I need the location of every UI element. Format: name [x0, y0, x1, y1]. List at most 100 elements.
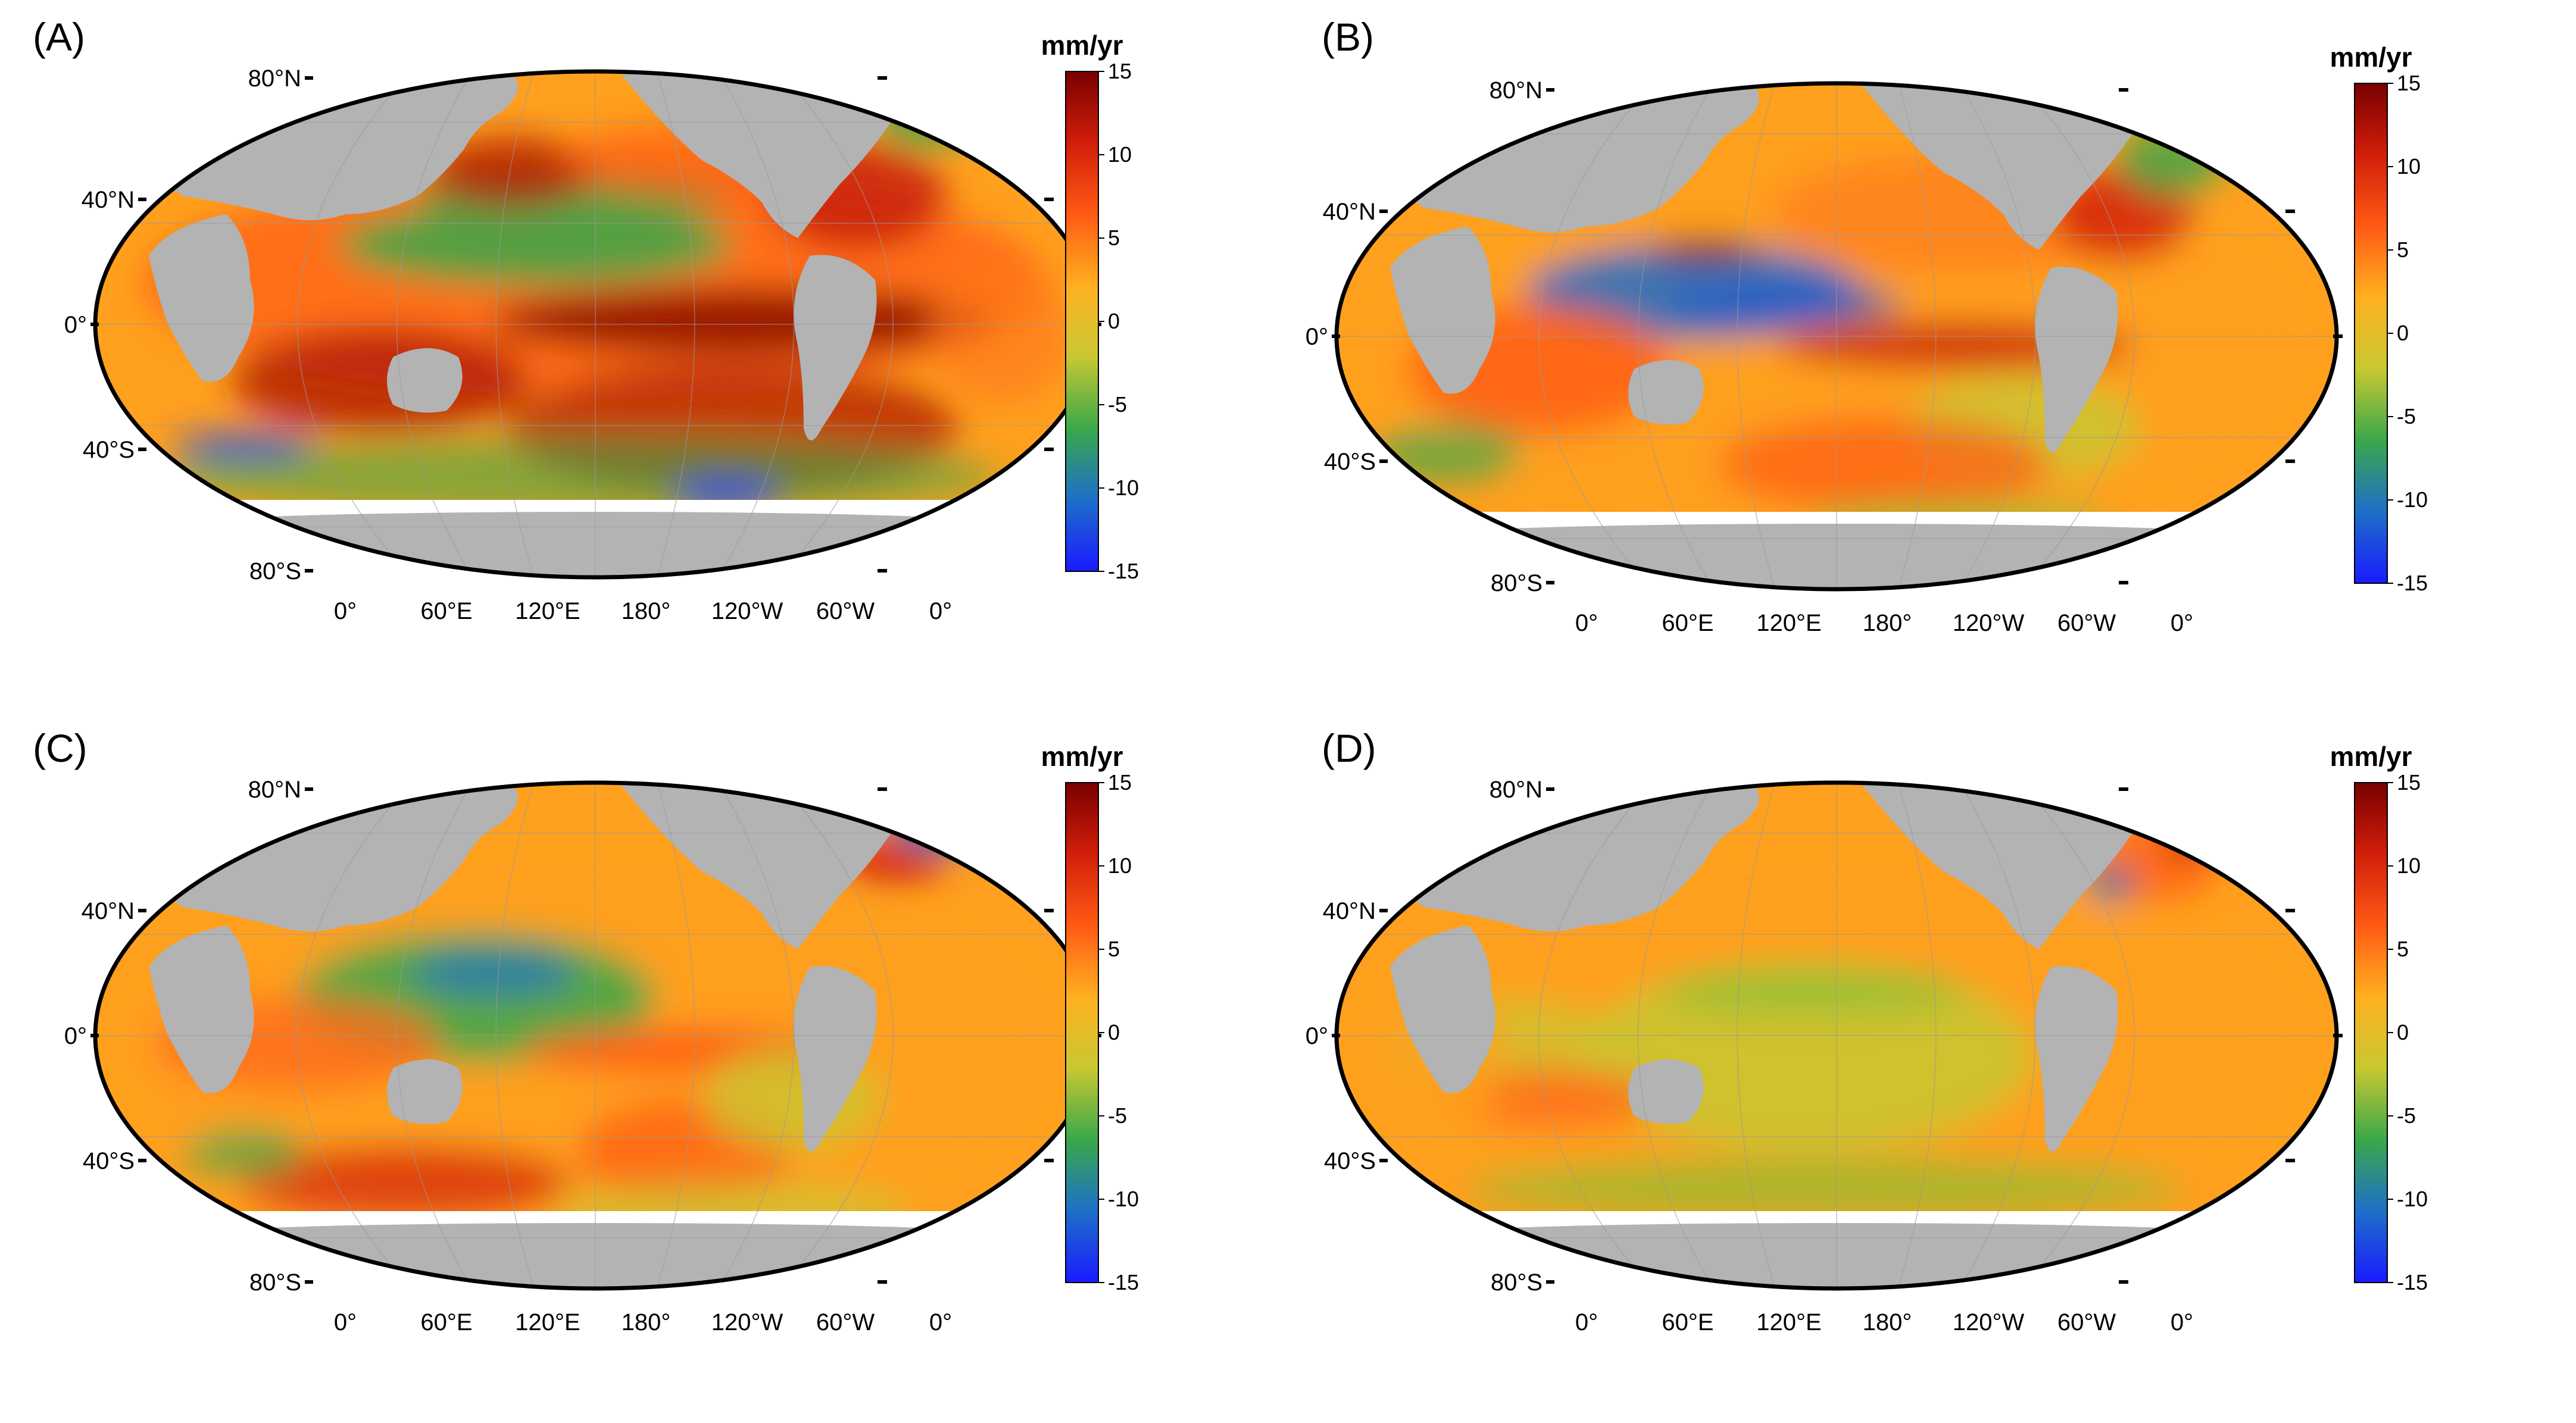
- land-south-america: [794, 255, 877, 440]
- map-figure: (C) 80°N 40°N 0° 40°S 80°S 0° 60°E 120°E 180° 120°…: [33, 726, 1139, 1336]
- colorbar-tick-label: 10: [1108, 142, 1132, 167]
- lon-label: 60°E: [1662, 610, 1713, 636]
- colorbar-tick-label: -5: [2397, 1103, 2416, 1128]
- lon-label: 60°W: [816, 1309, 875, 1336]
- colorbar-tick-label: 0: [1108, 309, 1120, 333]
- colorbar-tick-label: -5: [1108, 1103, 1127, 1128]
- lon-label: 180°: [1863, 1309, 1912, 1336]
- lat-label: 40°S: [83, 437, 135, 463]
- lon-label: 0°: [334, 598, 357, 624]
- colorbar-tick-label: -10: [2397, 1187, 2428, 1211]
- colorbar: [2354, 83, 2388, 584]
- colorbar-tick-label: 10: [1108, 853, 1132, 878]
- colorbar-tick-label: 15: [1108, 770, 1132, 795]
- colorbar-tick-label: 10: [2397, 853, 2421, 878]
- lat-label: 80°N: [1490, 777, 1543, 803]
- lat-label: 80°N: [248, 65, 301, 92]
- lat-label: 80°S: [1491, 570, 1543, 596]
- colorbar-tick-label: -15: [2397, 571, 2428, 595]
- colorbar-tick-label: -5: [1108, 392, 1127, 417]
- land-south-america: [794, 966, 877, 1152]
- colorbar-tick-label: 15: [2397, 770, 2421, 795]
- colorbar: [1065, 782, 1099, 1283]
- lat-label: 40°N: [1323, 898, 1376, 924]
- lon-label: 0°: [2171, 610, 2193, 636]
- lon-label: 0°: [929, 1309, 952, 1336]
- colorbar-unit: mm/yr: [1041, 741, 1123, 772]
- land-south-america: [2035, 267, 2118, 452]
- land-north-america: [1860, 783, 2134, 949]
- land-australia: [387, 1059, 463, 1124]
- lat-label: 0°: [64, 1023, 87, 1049]
- lon-label: 60°E: [1662, 1309, 1713, 1336]
- colorbar-tick-label: 5: [2397, 937, 2409, 961]
- map-figure: (D) 80°N 40°N 0° 40°S 80°S 0° 60°E 120°E 180° 120°…: [1306, 726, 2428, 1336]
- map-panel-c: (C) 80°N 40°N 0° 40°S 80°S 0° 60°E 120°E 180° 120°…: [0, 711, 1286, 1419]
- lon-label: 60°E: [420, 598, 472, 624]
- lon-label: 180°: [622, 1309, 671, 1336]
- lon-label: 60°W: [816, 598, 875, 624]
- lat-label: 40°S: [1324, 449, 1376, 475]
- colorbar-tick-label: -10: [1108, 1187, 1139, 1211]
- panel-label: (B): [1322, 15, 1374, 59]
- lat-label: 80°S: [1491, 1269, 1543, 1296]
- lon-label: 0°: [334, 1309, 357, 1336]
- land-greenland: [904, 783, 964, 830]
- lat-label: 40°N: [82, 187, 135, 213]
- colorbar-tick-label: -5: [2397, 404, 2416, 429]
- lat-label: 0°: [64, 312, 87, 338]
- colorbar-tick-label: -15: [1108, 559, 1139, 583]
- colorbar-unit: mm/yr: [2330, 741, 2412, 772]
- lon-label: 120°E: [1756, 1309, 1821, 1336]
- colorbar-tick-label: 5: [2397, 237, 2409, 262]
- land-africa: [1390, 925, 1495, 1093]
- colorbar-tick-label: 5: [1108, 937, 1120, 961]
- panel-label: (A): [33, 15, 85, 59]
- map-area: [1337, 783, 2337, 1288]
- colorbar-tick-label: 15: [2397, 71, 2421, 95]
- lat-label: 40°S: [1324, 1148, 1376, 1174]
- colorbar-tick-label: 0: [2397, 1020, 2409, 1044]
- lon-label: 60°W: [2057, 1309, 2116, 1336]
- land-australia: [1628, 1059, 1704, 1124]
- colorbar-tick-label: 15: [1108, 59, 1132, 83]
- land-greenland: [904, 71, 964, 119]
- map-panel-a: (A) 80°N 40°N 0° 40°S 80°S 0° 60°E 120°E 180° 120°…: [0, 0, 1286, 708]
- lon-label: 0°: [1575, 610, 1598, 636]
- lat-label: 40°S: [83, 1148, 135, 1174]
- lat-label: 0°: [1306, 1023, 1328, 1049]
- colorbar-tick-label: 0: [1108, 1020, 1120, 1044]
- lat-label: 80°N: [248, 777, 301, 803]
- lat-label: 80°S: [249, 1269, 301, 1296]
- colorbar-unit: mm/yr: [2330, 42, 2412, 73]
- lon-label: 180°: [1863, 610, 1912, 636]
- lon-label: 120°W: [1953, 610, 2025, 636]
- land-north-america: [1860, 83, 2134, 250]
- panel-label: (C): [33, 726, 88, 770]
- colorbar: [2354, 782, 2388, 1283]
- land-africa: [1390, 226, 1495, 394]
- lon-label: 120°E: [1756, 610, 1821, 636]
- map-area: [95, 71, 1095, 577]
- colorbar: [1065, 71, 1099, 572]
- map-panel-b: (B) 80°N 40°N 0° 40°S 80°S 0° 60°E 120°E 180° 120°…: [1289, 0, 2575, 708]
- land-africa: [149, 925, 254, 1093]
- land-australia: [387, 348, 463, 413]
- map-figure: (A) 80°N 40°N 0° 40°S 80°S 0° 60°E 120°E 180° 120°…: [33, 15, 1139, 624]
- lon-label: 0°: [1575, 1309, 1598, 1336]
- lon-label: 0°: [2171, 1309, 2193, 1336]
- colorbar-tick-label: -15: [1108, 1270, 1139, 1294]
- land-greenland: [2145, 783, 2206, 830]
- land-south-america: [2035, 966, 2118, 1152]
- colorbar-tick-label: -10: [2397, 487, 2428, 512]
- colorbar-tick-label: 10: [2397, 154, 2421, 179]
- colorbar-unit: mm/yr: [1041, 30, 1123, 61]
- lon-label: 120°W: [711, 598, 783, 624]
- panel-label: (D): [1322, 726, 1376, 770]
- colorbar-tick-label: -15: [2397, 1270, 2428, 1294]
- colorbar-tick-label: 5: [1108, 226, 1120, 250]
- land-australia: [1628, 360, 1704, 425]
- lat-label: 40°N: [82, 898, 135, 924]
- lat-label: 0°: [1306, 324, 1328, 350]
- lon-label: 120°W: [1953, 1309, 2025, 1336]
